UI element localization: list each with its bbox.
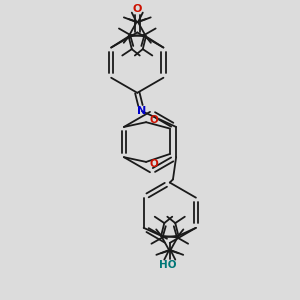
Text: O: O [149, 159, 158, 169]
Text: N: N [137, 106, 147, 116]
Text: O: O [133, 4, 142, 14]
Text: O: O [149, 115, 158, 125]
Text: HO: HO [159, 260, 177, 269]
